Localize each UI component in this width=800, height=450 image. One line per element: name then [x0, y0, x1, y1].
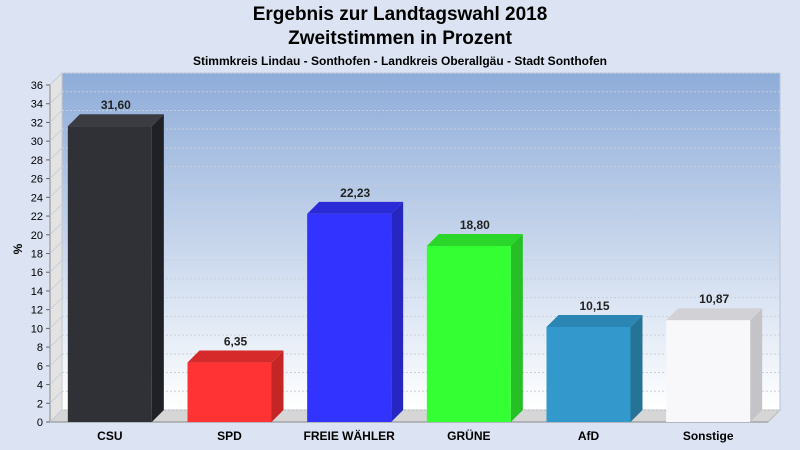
bar-top [666, 308, 763, 321]
chart-subtitle: Zweitstimmen in Prozent [288, 28, 512, 49]
y-tick-label: 16 [31, 267, 43, 279]
grid-line-side [49, 241, 63, 254]
grid-line-side [49, 297, 63, 311]
grid-line-side [49, 334, 63, 348]
grid-line-side [49, 184, 63, 198]
bar-top [307, 201, 404, 214]
grid-line-side [49, 222, 63, 236]
x-tick-label: CSU [97, 429, 122, 443]
y-tick-label: 14 [31, 286, 43, 298]
bar-side [151, 114, 164, 422]
bar-top [67, 114, 164, 127]
bar-front [426, 246, 511, 422]
bar-side [510, 234, 523, 422]
bar-side [630, 314, 643, 422]
bar-spd: 6,35 [187, 335, 284, 422]
x-tick-label: AfD [578, 429, 600, 443]
bar-afd: 10,15 [546, 299, 643, 422]
grid-lines [49, 72, 780, 423]
bar-grüne: 18,80 [426, 218, 523, 422]
bar-top [426, 234, 523, 247]
chart-title: Ergebnis zur Landtagswahl 2018 [252, 4, 548, 25]
y-tick-label: 34 [31, 99, 43, 111]
bar-freie-wähler: 22,23 [307, 186, 404, 422]
y-tick-label: 24 [31, 192, 43, 204]
grid-line-side [49, 372, 63, 385]
grid-line-side [49, 166, 63, 179]
y-tick-label: 22 [31, 211, 43, 223]
grid-line-side [49, 128, 63, 142]
bar-side [750, 308, 763, 422]
y-tick-label: 18 [31, 249, 43, 261]
x-tick-label: Sonstige [683, 429, 734, 443]
x-tick-label: GRÜNE [447, 428, 490, 443]
bar-side [271, 350, 284, 422]
x-axis-labels: CSU SPD FREIE WÄHLER GRÜNE AfD Sonstige [97, 428, 734, 443]
y-axis-label: % [11, 243, 25, 254]
bar-value-label: 31,60 [101, 98, 131, 112]
bar-front [307, 213, 392, 422]
bar-front [546, 326, 631, 422]
grid-line-side [49, 91, 63, 105]
y-tick-label: 10 [31, 323, 43, 335]
grid-line-side [49, 316, 63, 329]
y-tick-label: 6 [37, 361, 43, 373]
grid-line-side [49, 147, 63, 161]
bar-front [187, 362, 272, 422]
y-tick-label: 12 [31, 305, 43, 317]
y-tick-label: 4 [37, 380, 43, 392]
grid-line-side [49, 203, 63, 217]
bar-value-label: 22,23 [340, 186, 370, 200]
y-tick-label: 8 [37, 342, 43, 354]
grid-line-side [49, 278, 63, 292]
bar-value-label: 10,15 [579, 299, 609, 313]
grid-line-side [49, 259, 63, 273]
bar-side [391, 201, 404, 422]
y-tick-label: 30 [31, 136, 43, 148]
y-tick-label: 26 [31, 174, 43, 186]
bar-value-label: 10,87 [699, 292, 729, 306]
bar-front [666, 320, 751, 422]
y-tick-label: 28 [31, 155, 43, 167]
grid-line-side [49, 390, 63, 404]
y-tick-label: 0 [37, 417, 43, 429]
y-tick-label: 32 [31, 117, 43, 129]
grid-line-side [49, 353, 63, 367]
bar-csu: 31,60 [67, 98, 164, 422]
y-tick-label: 2 [37, 398, 43, 410]
grid-line-side [49, 72, 63, 86]
grid-line-side [49, 110, 63, 123]
bar-top [546, 314, 643, 327]
grid-line-side [49, 409, 63, 423]
x-tick-label: FREIE WÄHLER [303, 428, 395, 443]
bar-top [187, 350, 284, 363]
chart-caption: Stimmkreis Lindau - Sonthofen - Landkrei… [192, 54, 608, 68]
x-tick-label: SPD [217, 429, 242, 443]
bar-value-label: 18,80 [460, 218, 490, 232]
bar-front [67, 126, 152, 422]
bar-value-label: 6,35 [224, 335, 248, 349]
bar-sonstige: 10,87 [666, 292, 763, 422]
y-tick-label: 20 [31, 230, 43, 242]
bars: 31,60 6,35 22,23 18,80 10,15 10,87 [67, 98, 763, 422]
y-tick-label: 36 [31, 80, 43, 92]
